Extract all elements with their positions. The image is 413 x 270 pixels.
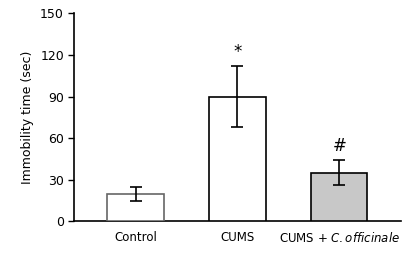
Bar xyxy=(209,97,266,221)
Bar xyxy=(107,194,164,221)
Text: *: * xyxy=(233,43,242,61)
Text: #: # xyxy=(332,137,347,155)
Y-axis label: Immobility time (sec): Immobility time (sec) xyxy=(21,51,35,184)
Bar xyxy=(311,173,368,221)
